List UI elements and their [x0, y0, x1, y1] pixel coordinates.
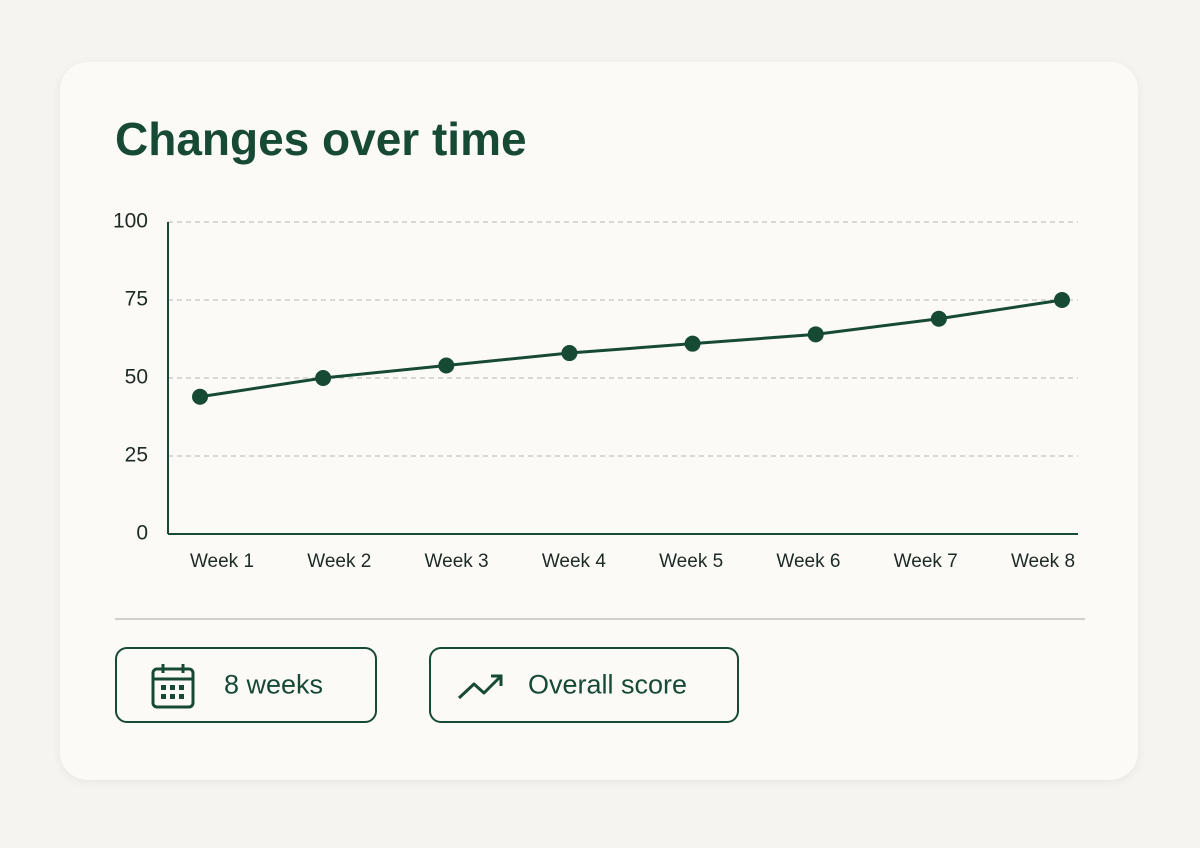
- trend-icon: [457, 674, 503, 700]
- y-tick-label: 0: [136, 522, 148, 545]
- x-tick-label: Week 8: [1011, 551, 1075, 572]
- x-tick-label: Week 5: [659, 551, 723, 572]
- point: [684, 335, 701, 352]
- y-tick-label: 25: [125, 444, 148, 467]
- divider: [115, 618, 1085, 620]
- metric-chip[interactable]: Overall score: [429, 647, 739, 723]
- x-tick-label: Week 1: [190, 551, 254, 572]
- point: [561, 345, 578, 362]
- y-tick-label: 50: [125, 366, 148, 389]
- point: [930, 310, 947, 327]
- chart-title: Changes over time: [115, 113, 527, 165]
- x-tick-label: Week 3: [425, 551, 489, 572]
- card: [60, 62, 1138, 780]
- point: [807, 326, 824, 343]
- duration-chip[interactable]: 8 weeks: [115, 647, 377, 723]
- y-tick-label: 100: [113, 210, 148, 233]
- point: [1054, 292, 1070, 308]
- line: [199, 298, 1063, 399]
- x-tick-label: Week 6: [776, 551, 840, 572]
- chart: Changes over time 0 25 50 75 100 Week 1 Week 2…: [113, 113, 1078, 572]
- point: [438, 357, 455, 374]
- calendar-icon: [151, 664, 195, 709]
- chip-label: Overall score: [528, 669, 688, 700]
- chip-label: 8 weeks: [224, 669, 324, 700]
- point: [315, 370, 332, 386]
- x-tick-label: Week 7: [894, 551, 958, 572]
- x-tick-label: Week 4: [542, 551, 607, 572]
- x-tick-label: Week 2: [307, 551, 371, 572]
- y-tick-label: 75: [125, 288, 148, 311]
- point: [192, 388, 208, 405]
